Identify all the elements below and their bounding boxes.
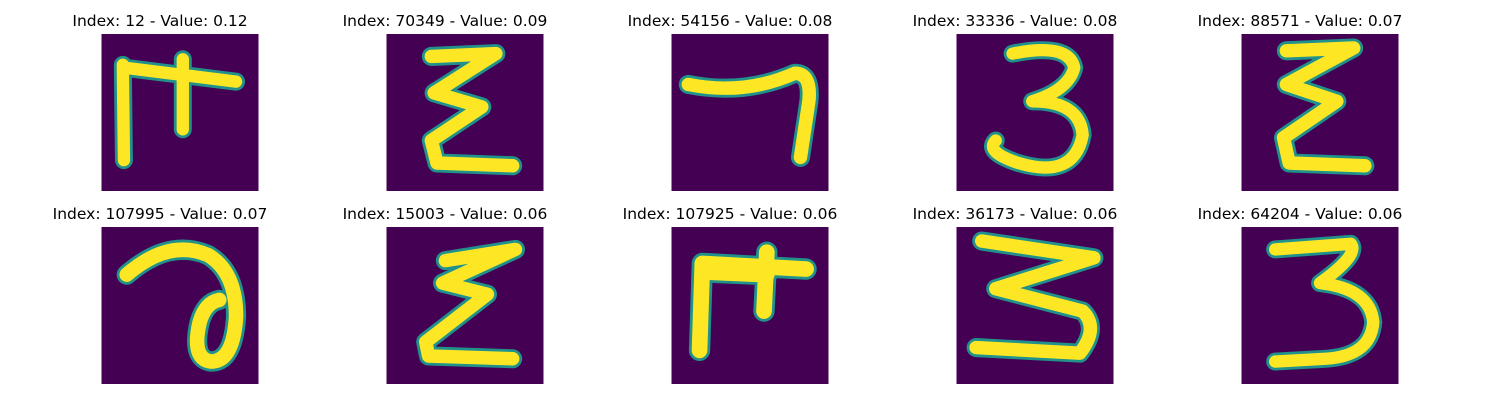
panel-title: Index: 107925 - Value: 0.06 [622,205,838,223]
glyph-image [1241,34,1399,191]
glyph-image [956,34,1114,191]
glyph-image [386,227,544,384]
glyph-image [101,34,259,191]
panel-title: Index: 12 - Value: 0.12 [72,12,248,30]
glyph-image [101,227,259,384]
panel-title: Index: 33336 - Value: 0.08 [912,12,1118,30]
panel-title: Index: 88571 - Value: 0.07 [1197,12,1403,30]
panel-title: Index: 107995 - Value: 0.07 [52,205,268,223]
glyph-image [671,34,829,191]
glyph-image [956,227,1114,384]
glyph-image [671,227,829,384]
panel-title: Index: 54156 - Value: 0.08 [627,12,833,30]
panel-title: Index: 36173 - Value: 0.06 [912,205,1118,223]
glyph-image [386,34,544,191]
panel-title: Index: 70349 - Value: 0.09 [342,12,548,30]
panel-title: Index: 64204 - Value: 0.06 [1197,205,1403,223]
panel-title: Index: 15003 - Value: 0.06 [342,205,548,223]
glyph-image [1241,227,1399,384]
